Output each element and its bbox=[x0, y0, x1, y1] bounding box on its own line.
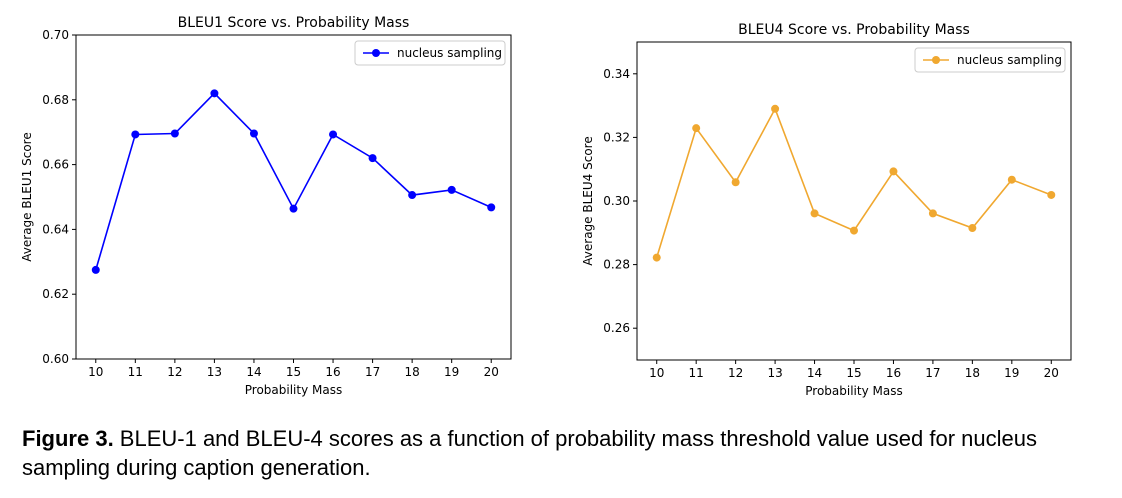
data-point bbox=[368, 154, 377, 163]
chart-1: BLEU1 Score vs. Probability Mass 10 11 12 13… bbox=[20, 15, 512, 397]
x-tick-label: 16 bbox=[886, 366, 901, 380]
x-tick-label: 12 bbox=[728, 366, 743, 380]
x-tick-label: 15 bbox=[846, 366, 861, 380]
x-tick-label: 12 bbox=[167, 365, 182, 379]
x-tick-label: 19 bbox=[1004, 366, 1019, 380]
x-tick-label: 10 bbox=[649, 366, 664, 380]
data-point bbox=[91, 265, 100, 274]
y-tick-label: 0.66 bbox=[42, 158, 69, 172]
x-tick-label: 14 bbox=[246, 365, 261, 379]
data-point bbox=[771, 104, 780, 113]
legend-label: nucleus sampling bbox=[957, 53, 1062, 67]
y-tick-label: 0.26 bbox=[603, 321, 630, 335]
plot-frame bbox=[636, 41, 1072, 361]
legend-label: nucleus sampling bbox=[397, 46, 502, 60]
y-axis-label: Average BLEU1 Score bbox=[20, 132, 34, 261]
data-point bbox=[1047, 190, 1056, 199]
legend-marker bbox=[932, 56, 940, 64]
figure-caption-label: Figure 3. bbox=[22, 426, 114, 451]
y-axis-label: Average BLEU4 Score bbox=[581, 136, 595, 265]
data-point bbox=[408, 191, 417, 200]
x-tick-label: 13 bbox=[767, 366, 782, 380]
plot-frame bbox=[75, 34, 512, 360]
legend-marker bbox=[372, 49, 380, 57]
data-point bbox=[692, 124, 701, 133]
x-tick-label: 20 bbox=[484, 365, 499, 379]
x-tick-label: 10 bbox=[88, 365, 103, 379]
series-line bbox=[655, 106, 1052, 258]
y-tick-label: 0.30 bbox=[603, 194, 630, 208]
y-tick-label: 0.28 bbox=[603, 258, 630, 272]
x-tick-label: 14 bbox=[807, 366, 822, 380]
data-point bbox=[210, 89, 219, 98]
series-line bbox=[95, 92, 492, 271]
data-point bbox=[889, 167, 898, 176]
data-point bbox=[170, 129, 179, 138]
x-tick-label: 18 bbox=[965, 366, 980, 380]
y-tick-label: 0.60 bbox=[42, 352, 69, 366]
data-point bbox=[968, 224, 977, 233]
data-point bbox=[928, 209, 937, 218]
data-point bbox=[850, 226, 858, 235]
legend-box bbox=[354, 40, 506, 66]
figure-caption: Figure 3. BLEU-1 and BLEU-4 scores as a … bbox=[22, 424, 1112, 482]
x-tick-label: 17 bbox=[925, 366, 940, 380]
data-point bbox=[329, 130, 338, 139]
x-tick-label: 18 bbox=[404, 365, 419, 379]
x-tick-label: 16 bbox=[325, 365, 340, 379]
data-point bbox=[810, 209, 819, 218]
data-point bbox=[487, 203, 496, 212]
x-tick-label: 20 bbox=[1044, 366, 1059, 380]
y-tick-label: 0.32 bbox=[603, 130, 630, 144]
data-point bbox=[131, 130, 140, 139]
y-tick-label: 0.70 bbox=[42, 28, 69, 42]
data-point bbox=[249, 129, 258, 138]
x-tick-label: 19 bbox=[444, 365, 459, 379]
y-tick-label: 0.34 bbox=[603, 67, 630, 81]
chart-2: BLEU4 Score vs. Probability Mass 10 11 12 13… bbox=[581, 22, 1072, 398]
data-point bbox=[731, 178, 740, 187]
x-tick-label: 11 bbox=[689, 366, 704, 380]
data-point bbox=[447, 185, 456, 194]
x-tick-label: 15 bbox=[286, 365, 301, 379]
legend-box bbox=[914, 47, 1066, 73]
y-tick-label: 0.64 bbox=[42, 222, 69, 236]
figure-caption-text: BLEU-1 and BLEU-4 scores as a function o… bbox=[22, 426, 1037, 480]
data-point bbox=[652, 253, 661, 262]
y-tick-label: 0.68 bbox=[42, 93, 69, 107]
x-axis-label: Probability Mass bbox=[245, 383, 342, 397]
chart-title: BLEU4 Score vs. Probability Mass bbox=[738, 22, 970, 38]
x-tick-label: 11 bbox=[128, 365, 143, 379]
data-point bbox=[289, 204, 298, 213]
data-point bbox=[1007, 175, 1016, 184]
x-axis-label: Probability Mass bbox=[805, 384, 902, 398]
chart-title: BLEU1 Score vs. Probability Mass bbox=[178, 15, 410, 31]
x-tick-label: 17 bbox=[365, 365, 380, 379]
x-tick-label: 13 bbox=[207, 365, 222, 379]
figure-charts: BLEU1 Score vs. Probability Mass 10 11 12 13… bbox=[20, 15, 1072, 398]
y-tick-label: 0.62 bbox=[42, 287, 69, 301]
